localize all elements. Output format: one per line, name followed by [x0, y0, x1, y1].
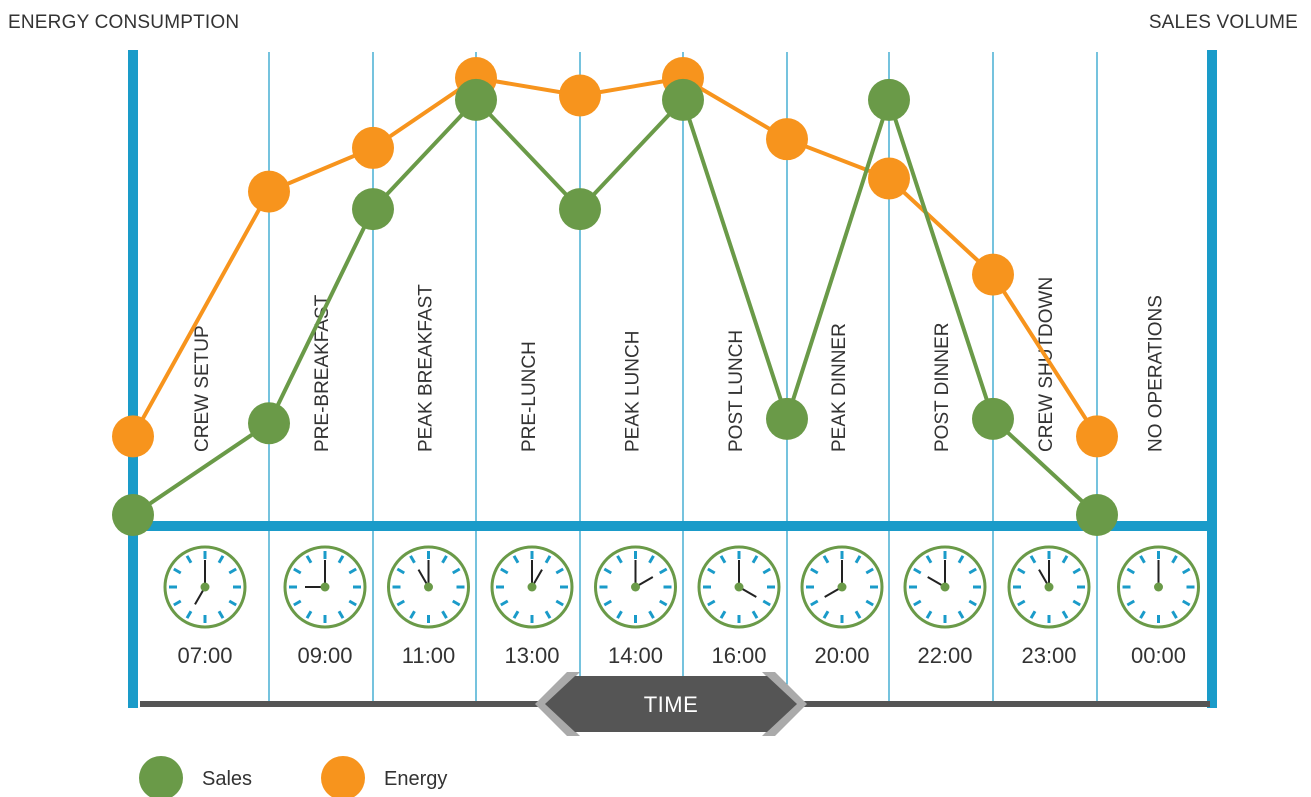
clock-icon — [697, 545, 781, 629]
phase-label: PEAK DINNER — [829, 323, 850, 452]
phase-label: CREW SHUTDOWN — [1036, 277, 1057, 452]
legend: Sales Energy — [139, 756, 447, 797]
data-point-energy — [1076, 415, 1118, 458]
data-point-sales — [1076, 494, 1118, 536]
time-tick-label: 09:00 — [297, 643, 352, 668]
legend-energy-swatch — [321, 756, 365, 797]
data-point-sales — [868, 78, 910, 121]
time-tick-label: 14:00 — [608, 643, 663, 668]
data-point-sales — [559, 188, 601, 231]
phase-label: NO OPERATIONS — [1146, 295, 1167, 452]
left-axis-label: ENERGY CONSUMPTION — [8, 12, 239, 33]
data-point-sales — [766, 397, 808, 440]
series-line-sales — [131, 97, 1099, 517]
time-tick-label: 13:00 — [504, 643, 559, 668]
clock-icon — [387, 545, 470, 629]
data-point-energy — [766, 118, 808, 161]
clock-icon — [283, 545, 367, 629]
clock-icon — [903, 545, 987, 629]
data-point-energy — [559, 74, 601, 117]
data-point-sales — [455, 78, 497, 121]
series-points — [112, 57, 1118, 536]
clock-icon — [594, 545, 677, 629]
phase-label: PEAK BREAKFAST — [416, 284, 437, 452]
clock-icon — [1007, 545, 1091, 629]
arrow-tip-left — [535, 672, 580, 736]
phase-label: POST DINNER — [932, 322, 953, 452]
legend-sales-label: Sales — [202, 768, 252, 790]
data-point-energy — [868, 157, 910, 200]
phase-labels: CREW SETUP PRE-BREAKFAST PEAK BREAKFAST PRE… — [192, 277, 1167, 452]
arrow-tip-right — [762, 672, 807, 736]
chart-frame — [128, 50, 1217, 708]
time-tick-label: 11:00 — [402, 643, 455, 668]
phase-label: POST LUNCH — [726, 330, 747, 452]
clock-icon — [490, 545, 574, 629]
data-point-sales — [352, 188, 394, 231]
data-point-sales — [972, 397, 1014, 440]
data-point-energy — [248, 170, 290, 213]
clock-row: 07:00 09:00 11:00 13:00 14:00 16:00 20:00 22:00… — [163, 545, 1200, 668]
time-tick-label: 00:00 — [1131, 643, 1186, 668]
series-lines — [131, 76, 1099, 517]
x-axis-label: TIME — [644, 692, 699, 717]
phase-label: PRE-BREAKFAST — [312, 294, 333, 452]
time-tick-label: 23:00 — [1021, 643, 1076, 668]
time-tick-label: 22:00 — [917, 643, 972, 668]
phase-label: CREW SETUP — [192, 325, 213, 452]
phase-label: PEAK LUNCH — [623, 331, 644, 452]
data-point-sales — [662, 78, 704, 121]
time-tick-label: 16:00 — [711, 643, 766, 668]
time-tick-label: 07:00 — [177, 643, 232, 668]
clock-icon — [1117, 545, 1200, 629]
time-axis-arrow: TIME — [140, 672, 1210, 736]
right-axis-label: SALES VOLUME — [1149, 12, 1298, 33]
time-tick-label: 20:00 — [814, 643, 869, 668]
data-point-sales — [112, 494, 154, 536]
phase-label: PRE-LUNCH — [519, 341, 540, 452]
clock-icon — [163, 545, 247, 629]
data-point-energy — [112, 415, 154, 458]
data-point-energy — [352, 126, 394, 169]
clock-icon — [800, 545, 884, 629]
data-point-energy — [972, 253, 1014, 296]
series-line-energy — [131, 76, 1099, 438]
arrow-body — [545, 676, 797, 732]
legend-sales-swatch — [139, 756, 183, 797]
data-point-sales — [248, 402, 290, 445]
legend-energy-label: Energy — [384, 768, 447, 790]
